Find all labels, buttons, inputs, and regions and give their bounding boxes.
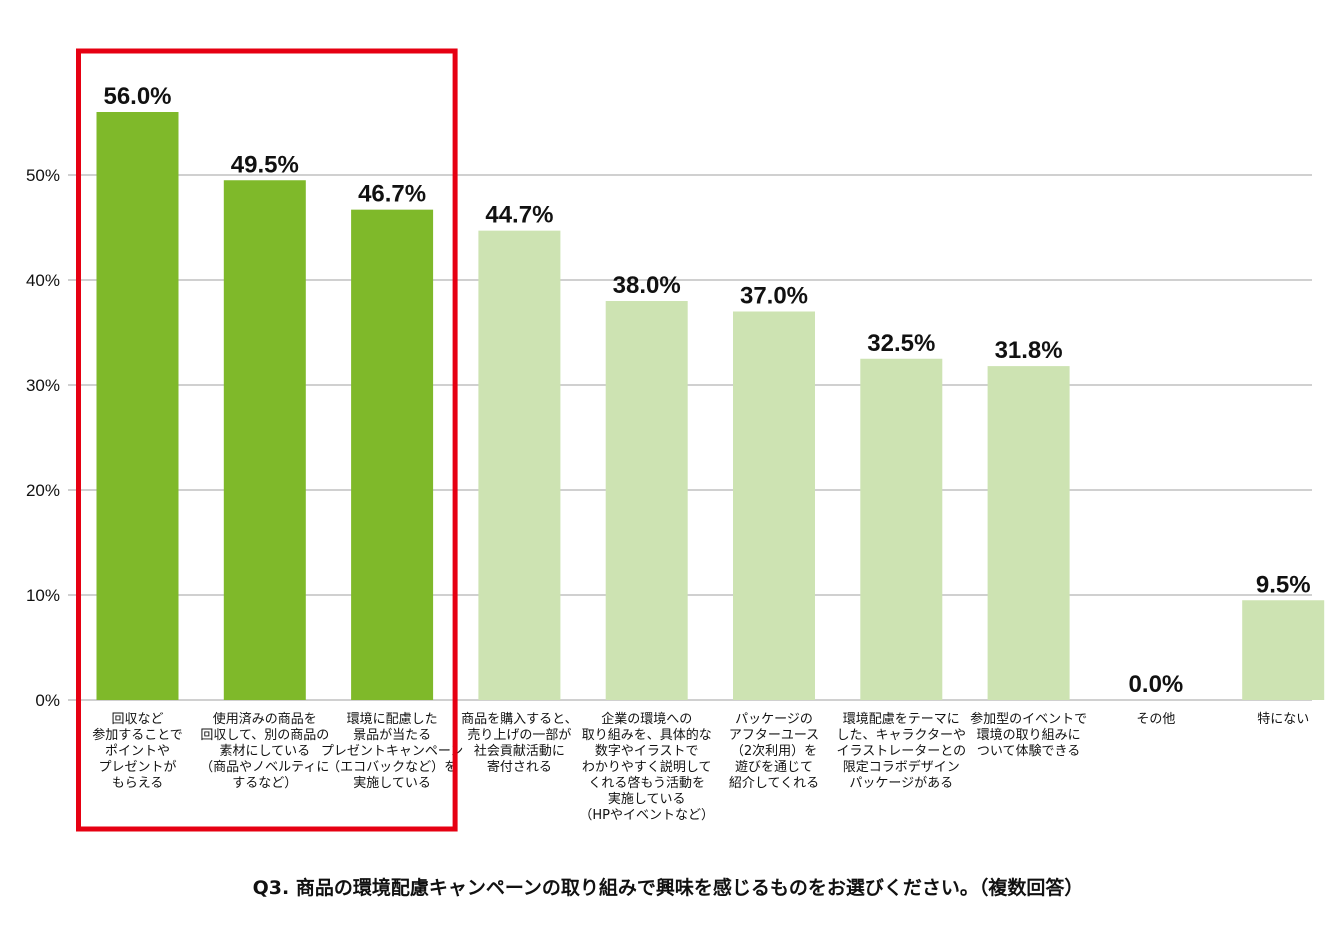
bar <box>987 366 1070 700</box>
category-label-line: 取り組みを、具体的な <box>582 727 712 743</box>
category-label-line: 企業の環境への <box>601 711 692 727</box>
value-label: 0.0% <box>1129 671 1184 698</box>
value-label: 38.0% <box>613 272 681 299</box>
category-label-line: プレゼントが <box>98 760 176 775</box>
bar <box>733 311 815 700</box>
category-label-line: 実施している <box>608 791 686 807</box>
y-tick-label: 40% <box>26 271 60 290</box>
y-tick-label: 30% <box>26 376 60 395</box>
value-label: 56.0% <box>103 83 171 110</box>
bar <box>351 209 434 700</box>
category-label-line: 環境に配慮した <box>347 712 438 727</box>
category-label-line: 参加型のイベントで <box>970 711 1087 727</box>
category-label-line: 数字やイラストで <box>595 744 699 759</box>
chart-caption: Q3. 商品の環境配慮キャンペーンの取り組みで興味を感じるものをお選びください。… <box>253 876 1084 899</box>
category-label-line: 売り上げの一部が <box>467 727 571 743</box>
bar <box>478 230 561 700</box>
category-label: その他 <box>1136 712 1175 727</box>
category-label-line: 素材にしている <box>219 744 310 759</box>
value-label: 37.0% <box>740 283 808 310</box>
category-label-line: ポイントや <box>105 744 170 759</box>
category-label-line: パッケージがある <box>849 776 953 791</box>
category-label: 環境に配慮した景品が当たるプレゼントキャンペーン（エコバックなど）を実施している <box>321 712 463 791</box>
category-label-line: 回収して、別の商品の <box>200 728 329 743</box>
category-label-line: わかりやすく説明して <box>582 759 712 775</box>
value-label: 49.5% <box>231 151 299 178</box>
category-label-line: 環境配慮をテーマに <box>843 712 960 727</box>
y-axis-tick-labels: 0% 10% 20% 30% 40% 50% <box>26 166 60 710</box>
category-label-line: （HPやイベントなど） <box>579 808 714 823</box>
category-label: パッケージのアフターユース（2次利用）を遊びを通じて紹介してくれる <box>729 712 819 791</box>
y-tick-label: 0% <box>35 691 60 710</box>
category-label-line: アフターユース <box>729 728 819 743</box>
category-label-line: もらえる <box>112 776 164 791</box>
category-label-line: プレゼントキャンペーン <box>321 744 463 759</box>
category-label-line: 実施している <box>353 775 431 791</box>
category-label-line: 特にない <box>1257 712 1309 727</box>
category-label-line: その他 <box>1136 712 1175 727</box>
category-label-line: パッケージの <box>735 712 813 727</box>
y-tick-label: 50% <box>26 166 60 185</box>
category-label-line: した、キャラクターや <box>837 728 966 743</box>
category-label-line: するなど） <box>232 776 297 791</box>
value-label: 44.7% <box>485 202 553 229</box>
category-label: 特にない <box>1257 712 1309 727</box>
category-label-line: （商品やノベルティに <box>200 760 329 775</box>
value-label: 32.5% <box>867 330 935 357</box>
y-tick-label: 20% <box>26 481 60 500</box>
category-label-line: （2次利用）を <box>731 743 817 759</box>
category-label-line: 社会貢献活動に <box>474 743 565 759</box>
category-label: 商品を購入すると、売り上げの一部が社会貢献活動に寄付される <box>461 712 577 775</box>
category-label-line: くれる啓もう活動を <box>588 776 705 791</box>
bar <box>605 301 688 700</box>
category-label-line: イラストレーターとの <box>836 744 966 759</box>
category-label-line: 回収など <box>111 712 163 727</box>
value-label: 31.8% <box>995 337 1063 364</box>
category-label: 回収など参加することでポイントやプレゼントがもらえる <box>92 712 183 791</box>
bar <box>223 180 306 700</box>
bars <box>96 112 1325 700</box>
category-label-line: 限定コラボデザイン <box>843 759 960 775</box>
highlight-box <box>76 48 458 832</box>
value-labels: 56.0% 49.5% 46.7% 44.7% 38.0% 37.0% 32.5% 31.8%… <box>103 83 1310 698</box>
category-label: 使用済みの商品を回収して、別の商品の素材にしている（商品やノベルティにするなど） <box>200 711 329 791</box>
bar <box>96 112 179 700</box>
category-label-line: 景品が当たる <box>353 728 431 743</box>
category-label-line: 参加することで <box>92 727 183 743</box>
category-label-line: 使用済みの商品を <box>213 711 317 727</box>
category-labels: 回収など参加することでポイントやプレゼントがもらえる使用済みの商品を回収して、別… <box>92 711 1309 823</box>
category-label-line: 環境の取り組みに <box>977 728 1081 743</box>
bar <box>860 358 943 700</box>
category-label-line: 寄付される <box>487 759 552 775</box>
category-label-line: 商品を購入すると、 <box>461 712 577 727</box>
category-label: 参加型のイベントで環境の取り組みについて体験できる <box>970 711 1087 759</box>
bar <box>1242 600 1325 700</box>
value-label: 9.5% <box>1256 571 1311 598</box>
value-label: 46.7% <box>358 181 426 208</box>
category-label-line: 紹介してくれる <box>729 776 819 791</box>
category-label: 企業の環境への取り組みを、具体的な数字やイラストでわかりやすく説明してくれる啓も… <box>579 711 714 823</box>
category-label-line: ついて体験できる <box>977 744 1080 759</box>
y-tick-label: 10% <box>26 586 60 605</box>
category-label-line: （エコバックなど）を <box>327 760 457 775</box>
category-label-line: 遊びを通じて <box>735 760 813 775</box>
category-label: 環境配慮をテーマにした、キャラクターやイラストレーターとの限定コラボデザインパッ… <box>836 712 966 791</box>
